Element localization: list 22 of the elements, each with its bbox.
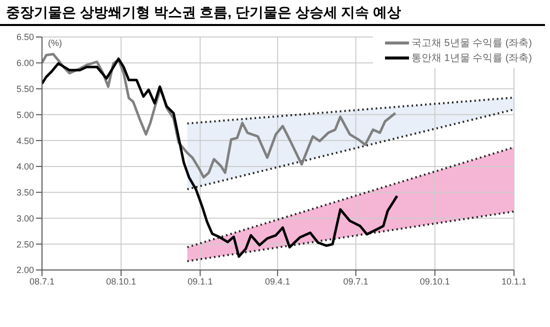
- legend-label: 통안채 1년물 수익률 (좌축): [411, 52, 532, 64]
- x-tick-label: 08.7.1: [29, 276, 55, 286]
- x-tick-label: 09.1.1: [188, 276, 213, 286]
- x-tick-label: 09.4.1: [265, 276, 290, 286]
- y-tick-label: 3.50: [16, 188, 34, 198]
- y-tick-label: 6.50: [16, 32, 34, 42]
- x-tick-label: 08.10.1: [106, 276, 136, 286]
- y-tick-label: 5.00: [16, 110, 34, 120]
- y-tick-label: 6.00: [16, 58, 34, 68]
- line-series: [42, 57, 398, 258]
- y-tick-label: 2.50: [16, 239, 34, 250]
- y-tick-label: 4.50: [16, 136, 34, 146]
- chart-title: 중장기물은 상방쐐기형 박스권 흐름, 단기물은 상승세 지속 예상: [0, 0, 545, 26]
- x-tick-label: 09.7.1: [343, 276, 368, 286]
- y-axis-title: (%): [48, 38, 62, 48]
- y-tick-label: 4.00: [16, 162, 34, 172]
- y-tick-label: 2.00: [16, 265, 34, 276]
- x-tick-label: 09.10.1: [420, 276, 450, 286]
- x-tick-label: 10.1.1: [501, 276, 527, 286]
- y-tick-label: 3.00: [16, 213, 34, 224]
- legend-label: 국고채 5년물 수익률 (좌축): [411, 36, 532, 50]
- y-tick-label: 5.50: [16, 84, 34, 94]
